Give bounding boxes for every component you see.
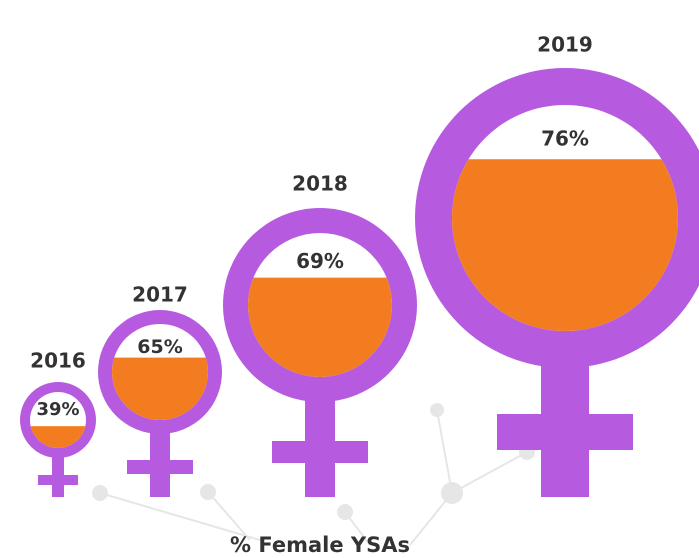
network-dot <box>441 482 463 504</box>
symbol-crossbar <box>38 475 78 485</box>
network-line <box>436 409 453 494</box>
category-label: 2017 <box>132 283 188 307</box>
value-label: 76% <box>541 127 589 151</box>
category-label: 2018 <box>292 172 348 196</box>
symbol-crossbar <box>272 441 368 463</box>
value-label: 69% <box>296 249 344 273</box>
category-label: 2019 <box>537 33 593 57</box>
network-line <box>99 492 261 541</box>
network-line <box>409 492 453 546</box>
network-line <box>451 451 528 494</box>
network-dot <box>200 484 216 500</box>
fill-level <box>30 426 86 448</box>
symbol-crossbar <box>127 460 193 474</box>
network-line <box>207 491 251 541</box>
network-dot <box>430 403 444 417</box>
category-label: 2016 <box>30 349 86 373</box>
chart-title: % Female YSAs <box>230 533 410 557</box>
value-label: 65% <box>137 336 182 358</box>
network-dot <box>337 504 353 520</box>
network-dot <box>92 485 108 501</box>
value-label: 39% <box>36 399 79 420</box>
symbol-crossbar <box>497 414 633 450</box>
